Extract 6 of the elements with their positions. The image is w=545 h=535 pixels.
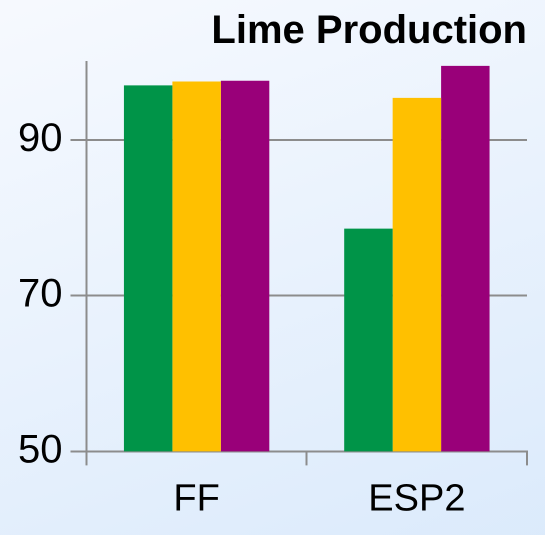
- chart-title: Lime Production: [211, 8, 527, 52]
- y-tick-label: 90: [18, 116, 62, 160]
- y-tick-label: 50: [18, 427, 62, 472]
- x-tick-label: ESP2: [368, 478, 466, 520]
- y-tick-label: 70: [18, 272, 62, 316]
- x-tick-label: FF: [173, 478, 220, 520]
